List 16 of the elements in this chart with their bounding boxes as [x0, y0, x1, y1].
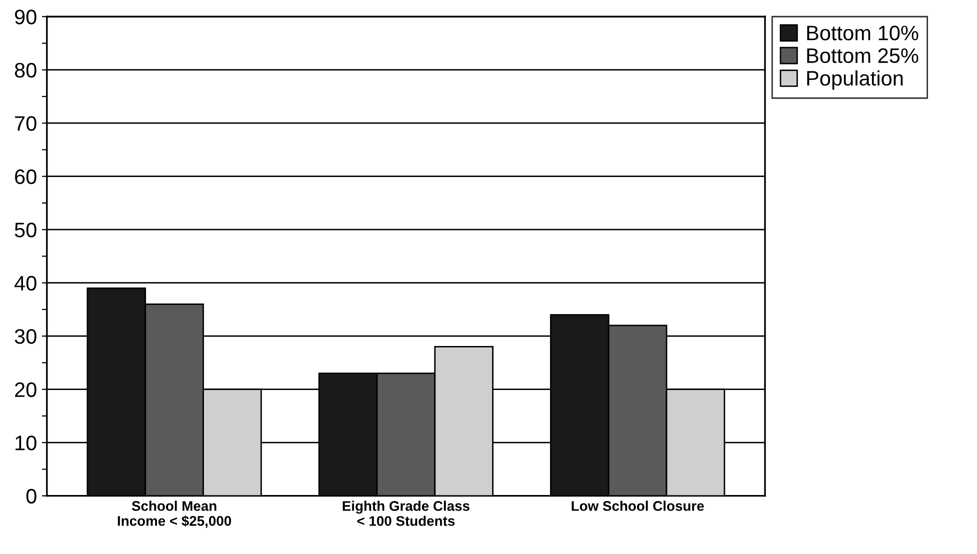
legend-label: Bottom 25% [807, 48, 918, 64]
y-tick-label: 70 [15, 116, 36, 131]
y-tick-label: 50 [14, 222, 36, 238]
y-tick-label: 0 [26, 488, 36, 504]
y-tick-label: 80 [14, 62, 36, 78]
y-tick-label: 10 [16, 436, 36, 450]
legend-label: Bottom 10% [807, 26, 918, 40]
legend-label: Population [807, 70, 903, 90]
y-tick-label: 30 [14, 329, 36, 344]
y-tick-label: 90 [14, 10, 36, 24]
x-tick-label: Eighth Grade Class < 100 Students [342, 500, 470, 526]
y-tick-label: 40 [14, 276, 36, 291]
x-tick-label: Low School Closure [572, 500, 704, 511]
y-tick-label: 20 [15, 382, 36, 398]
y-tick-label: 60 [15, 169, 36, 184]
x-tick-label: School Mean Income < $25,000 [118, 500, 232, 528]
